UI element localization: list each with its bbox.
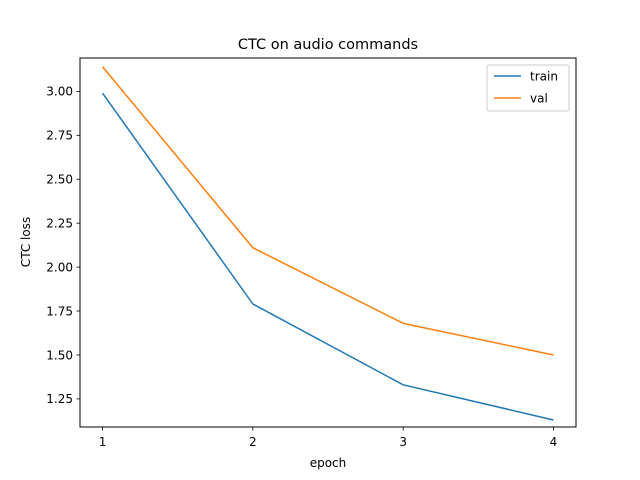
y-axis: 1.25 1.50 1.75 2.00 2.25 2.50 2.75 3.00	[46, 85, 80, 406]
y-tick-label: 2.25	[46, 216, 73, 230]
x-tick-label: 2	[249, 435, 257, 449]
x-axis: 1 2 3 4	[99, 427, 558, 449]
x-tick-label: 4	[550, 435, 558, 449]
y-tick-label: 2.00	[46, 260, 73, 274]
y-tick-label: 3.00	[46, 85, 73, 99]
series-line-val	[101, 66, 554, 356]
legend: train val	[486, 64, 570, 112]
legend-label-train: train	[530, 69, 558, 83]
x-tick-label: 3	[399, 435, 407, 449]
legend-label-val: val	[530, 91, 548, 105]
series-line-train	[101, 92, 554, 421]
x-axis-label: epoch	[310, 456, 347, 470]
chart-title: CTC on audio commands	[238, 37, 418, 53]
y-tick-label: 1.50	[46, 348, 73, 362]
y-tick-label: 2.75	[46, 129, 73, 143]
plot-area	[79, 57, 577, 428]
y-axis-label: CTC loss	[19, 217, 33, 267]
y-tick-label: 1.25	[46, 392, 73, 406]
y-tick-label: 2.50	[46, 173, 73, 187]
series-lines	[101, 66, 554, 421]
y-tick-label: 1.75	[46, 304, 73, 318]
x-tick-label: 1	[99, 435, 107, 449]
